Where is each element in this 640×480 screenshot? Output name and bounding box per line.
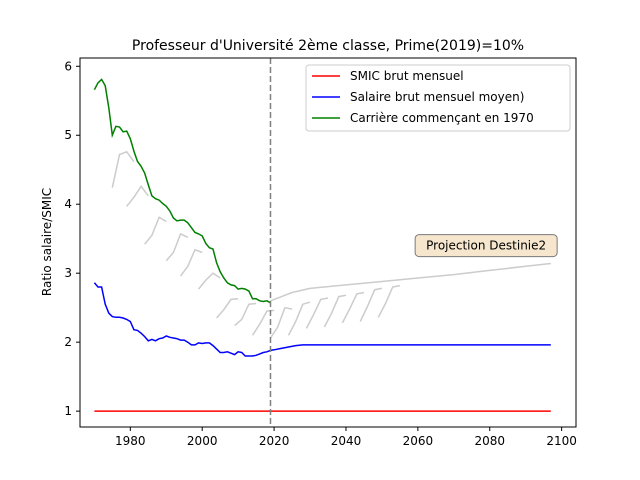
- y-tick-label: 1: [64, 404, 72, 418]
- legend: SMIC brut mensuel Salaire brut mensuel mo…: [305, 64, 571, 132]
- career-line-grey-5: [198, 272, 221, 290]
- career-line-grey-9: [269, 306, 293, 339]
- y-tick-label: 4: [64, 197, 72, 211]
- x-tick-label: 2080: [474, 434, 505, 448]
- y-tick-label: 5: [64, 128, 72, 142]
- y-tick-label: 3: [64, 266, 72, 280]
- career-line-grey-14: [359, 287, 383, 322]
- career-line-grey-7: [234, 302, 257, 327]
- annotation-text: Projection Destinie2: [426, 239, 546, 253]
- series-line-2: [93, 78, 271, 304]
- y-axis-label: Ratio salaire/SMIC: [40, 188, 54, 296]
- career-line-grey-13: [341, 291, 365, 324]
- annotation-box: Projection Destinie2: [414, 234, 558, 258]
- x-tick-label: 2020: [259, 434, 290, 448]
- annotation-background: [414, 234, 558, 258]
- career-line-grey-12: [323, 294, 347, 328]
- legend-label-1: Salaire brut mensuel moyen): [350, 90, 524, 104]
- career-line-grey-15: [377, 284, 401, 318]
- career-line-grey-16: [270, 262, 551, 302]
- plot-area: [79, 57, 577, 428]
- legend-label-2: Carrière commençant en 1970: [350, 111, 534, 125]
- career-line-grey-3: [165, 232, 189, 262]
- career-line-grey-6: [216, 297, 239, 319]
- x-tick-label: 1980: [115, 434, 146, 448]
- plot-frame: [79, 57, 577, 428]
- x-tick-label: 2040: [331, 434, 362, 448]
- career-line-grey-1: [126, 184, 149, 207]
- y-axis: 1 2 3 4 5 6: [64, 59, 80, 418]
- legend-label-0: SMIC brut mensuel: [350, 69, 464, 83]
- career-line-grey-2: [144, 216, 167, 245]
- career-line-grey-0: [111, 150, 135, 188]
- y-tick-label: 2: [64, 335, 72, 349]
- y-tick-label: 6: [64, 59, 72, 73]
- chart-title: Professeur d'Université 2ème classe, Pri…: [132, 38, 524, 54]
- legend-box: [305, 64, 571, 132]
- x-axis: 1980 2000 2020 2040 2060 2080 2100: [115, 427, 577, 448]
- career-line-grey-10: [287, 301, 311, 336]
- x-tick-label: 2000: [187, 434, 218, 448]
- career-line-grey-4: [179, 248, 203, 277]
- series-line-1: [93, 282, 551, 357]
- career-line-grey-11: [305, 297, 329, 329]
- x-tick-label: 2060: [403, 434, 434, 448]
- x-tick-label: 2100: [546, 434, 577, 448]
